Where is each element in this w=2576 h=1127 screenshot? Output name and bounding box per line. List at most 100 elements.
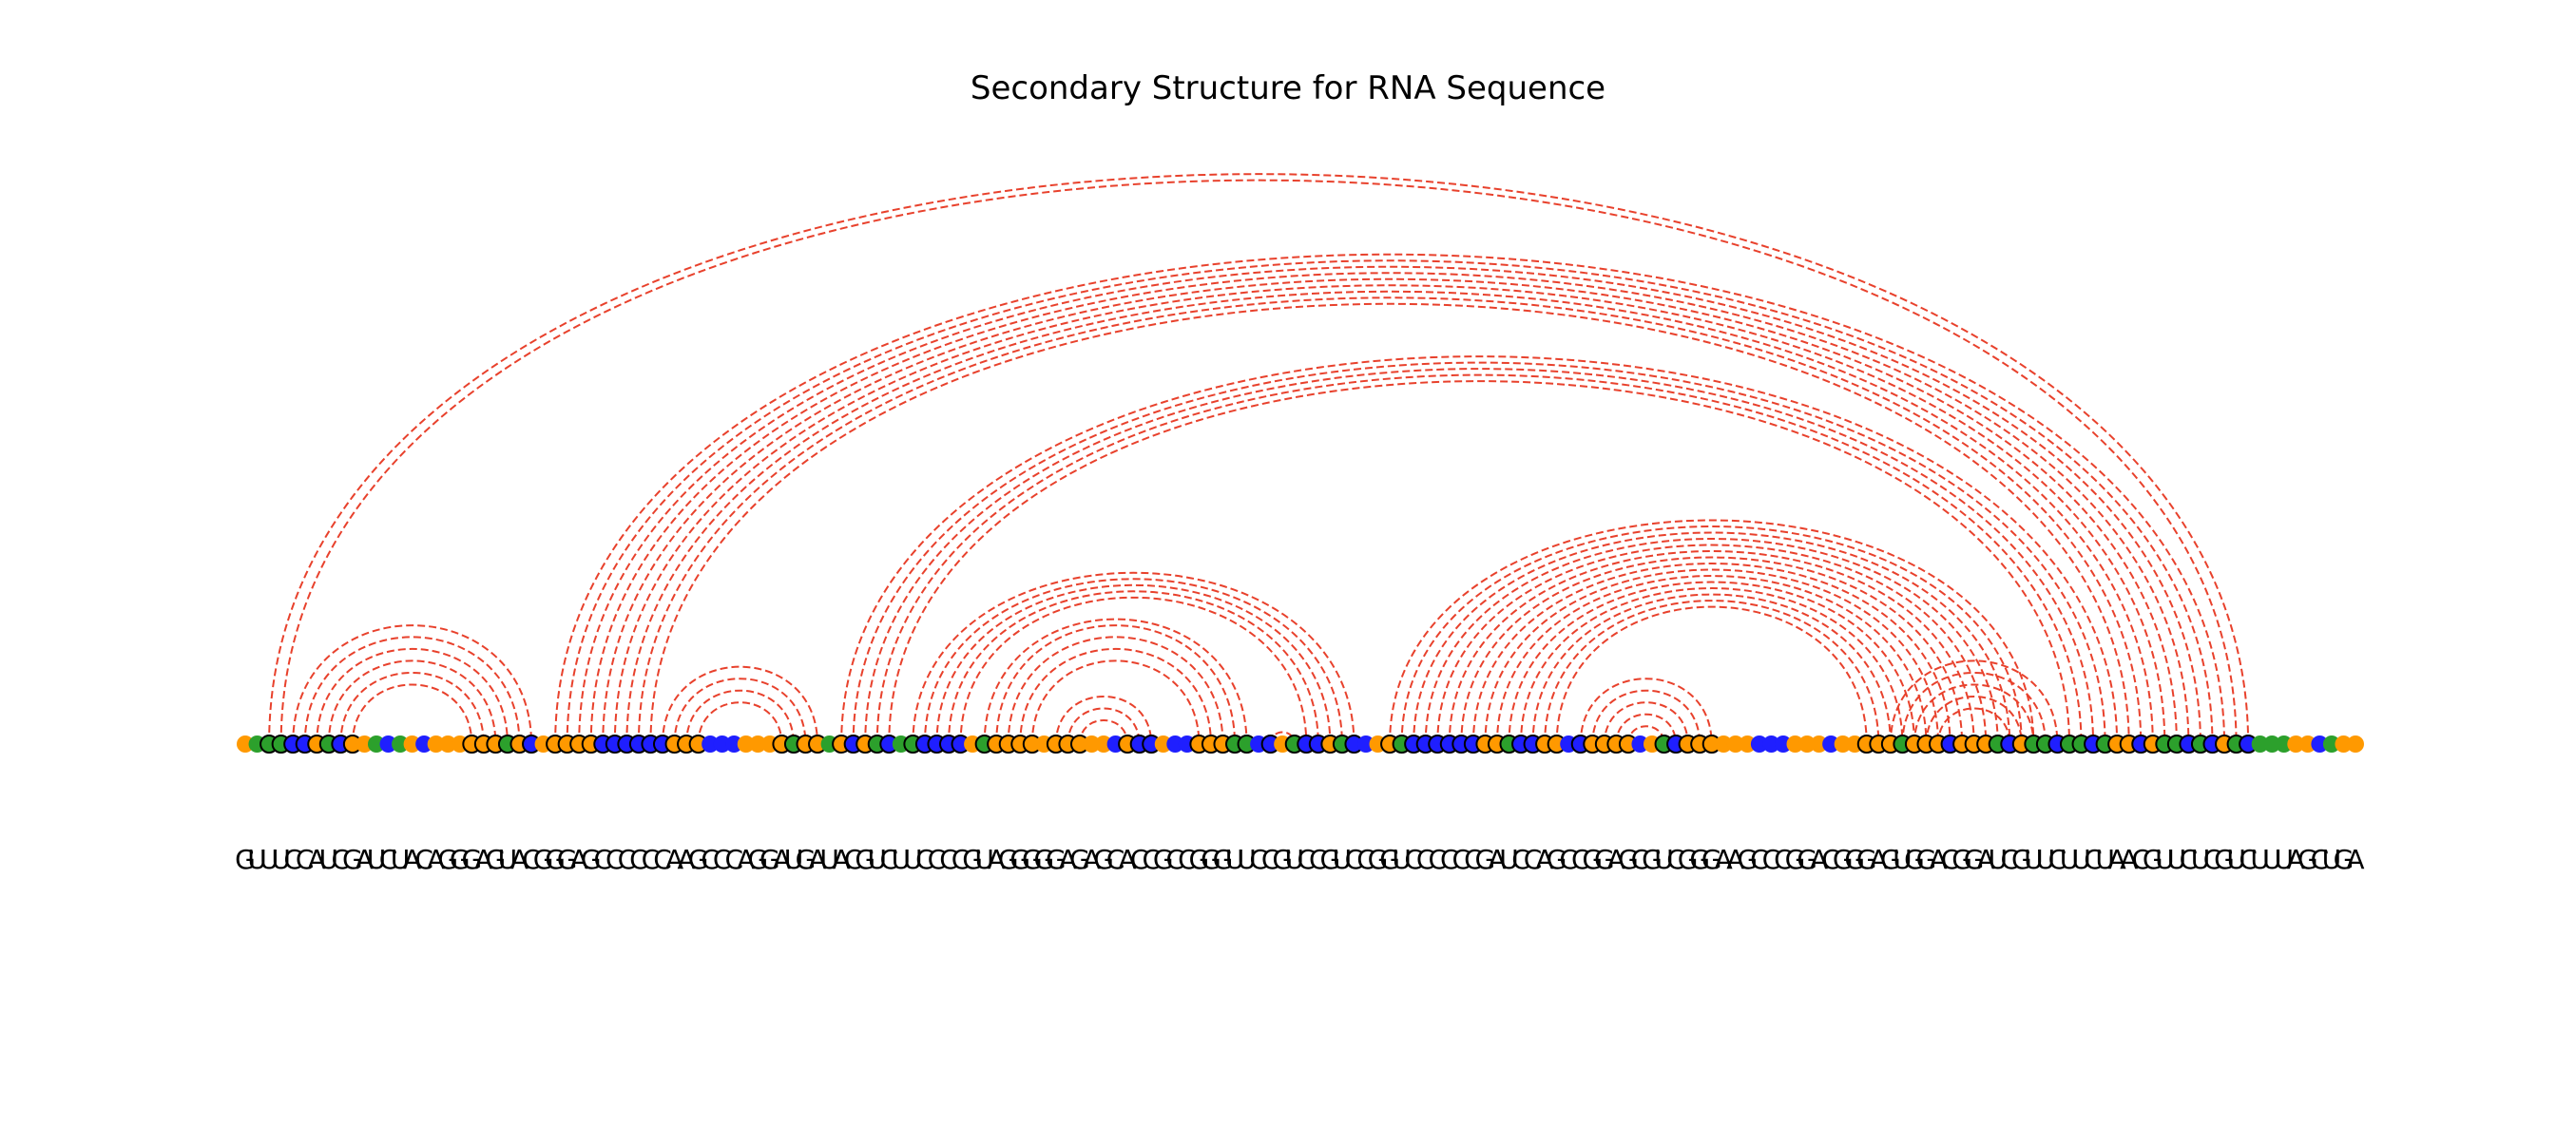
- sequence-letter: G: [1022, 844, 1043, 875]
- sequence-letter: G: [1797, 844, 1817, 875]
- sequence-letter: C: [1166, 844, 1185, 875]
- base-pair-arc: [1436, 544, 1988, 745]
- sequence-letter: G: [2011, 844, 2032, 875]
- sequence-letter: U: [2262, 844, 2282, 875]
- nucleotide-node: [237, 735, 254, 753]
- sequence-letter: C: [2180, 844, 2199, 875]
- sequence-letter: C: [1774, 844, 1793, 875]
- sequence-letter: C: [2131, 844, 2150, 875]
- sequence-letter: U: [2226, 844, 2246, 875]
- sequence-letter: C: [653, 844, 672, 875]
- sequence-letter: G: [1689, 844, 1710, 875]
- base-pair-arc: [1508, 581, 1915, 745]
- diagram-title: Secondary Structure for RNA Sequence: [971, 69, 1605, 107]
- sequence-letter: C: [283, 844, 302, 875]
- sequence-letter: C: [1178, 844, 1197, 875]
- sequence-letter: G: [1856, 844, 1877, 875]
- sequence-letter: C: [880, 844, 899, 875]
- sequence-letter: U: [260, 844, 279, 875]
- nucleotide-node: [1810, 735, 1828, 753]
- sequence-letter: C: [1309, 844, 1328, 875]
- sequence-letter: C: [1464, 844, 1483, 875]
- sequence-letters: GUUUCCAUCGAUCUACAGGGAGUACGGGAGCCCCCCAAGC…: [235, 844, 2364, 875]
- sequence-letter: G: [796, 844, 817, 875]
- sequence-letter: G: [1189, 844, 1210, 875]
- nucleotide-node: [403, 735, 421, 753]
- sequence-letter: G: [2297, 844, 2318, 875]
- sequence-letter: A: [1488, 844, 1506, 875]
- nucleotide-node: [1762, 735, 1780, 753]
- sequence-letter: U: [1284, 844, 1304, 875]
- sequence-letter: G: [1153, 844, 1174, 875]
- sequence-letter: C: [522, 844, 541, 875]
- sequence-letter: U: [2155, 844, 2175, 875]
- base-pair-arc: [1054, 695, 1153, 745]
- nucleotide-node: [1750, 735, 1768, 753]
- sequence-letter: A: [356, 844, 374, 875]
- sequence-letter: G: [2214, 844, 2235, 875]
- base-pair-arc: [1389, 519, 2035, 745]
- base-pair-arc: [852, 361, 2106, 745]
- nucleotide-node: [392, 735, 410, 753]
- sequence-letter: C: [1345, 844, 1364, 875]
- sequence-letter: U: [319, 844, 339, 875]
- sequence-letter: G: [1547, 844, 1567, 875]
- base-pair-arc: [888, 380, 2070, 745]
- sequence-letter: C: [593, 844, 612, 875]
- sequence-letter: G: [1737, 844, 1758, 875]
- sequence-letter: A: [1083, 844, 1101, 875]
- sequence-letter: G: [1951, 844, 1972, 875]
- sequence-letter: U: [2095, 844, 2115, 875]
- sequence-letter: A: [1810, 844, 1828, 875]
- sequence-letter: G: [461, 844, 482, 875]
- base-pair-arc: [995, 624, 1237, 745]
- nucleotide-node: [725, 735, 743, 753]
- sequence-letter: U: [892, 844, 912, 875]
- sequence-letter: G: [1475, 844, 1496, 875]
- sequence-letter: C: [1249, 844, 1268, 875]
- sequence-letter: C: [1524, 844, 1543, 875]
- sequence-letter: A: [510, 844, 529, 875]
- sequence-letter: G: [1701, 844, 1722, 875]
- sequence-letter: A: [1726, 844, 1744, 875]
- base-pair-arc: [1913, 683, 2035, 745]
- base-pair-arc: [1889, 659, 2059, 745]
- sequence-letter: C: [1821, 844, 1840, 875]
- base-pair-arc: [661, 665, 819, 745]
- sequence-letter: G: [1594, 844, 1615, 875]
- base-pair-arc: [589, 272, 2190, 745]
- sequence-letter: U: [2071, 844, 2091, 875]
- base-pair-arc: [1603, 701, 1689, 745]
- sequence-letter: C: [724, 844, 743, 875]
- sequence-letter: C: [296, 844, 315, 875]
- sequence-letter: G: [688, 844, 709, 875]
- nucleotide-node: [356, 735, 374, 753]
- sequence-letter: G: [962, 844, 983, 875]
- sequence-letter: A: [403, 844, 421, 875]
- base-pair-arc: [292, 624, 533, 745]
- sequence-letter: U: [2060, 844, 2080, 875]
- base-pair-arc: [935, 583, 1332, 745]
- base-pair-arcs: [268, 173, 2250, 745]
- base-pair-arc: [983, 618, 1248, 745]
- sequence-letter: A: [2108, 844, 2126, 875]
- nucleotide-node: [713, 735, 731, 753]
- sequence-letter: G: [1033, 844, 1054, 875]
- base-pair-arc: [649, 302, 2130, 745]
- sequence-letter: G: [1368, 844, 1389, 875]
- sequence-letter: U: [247, 844, 267, 875]
- sequence-letter: G: [1582, 844, 1603, 875]
- nucleotide-node: [2322, 735, 2340, 753]
- sequence-letter: A: [1977, 844, 1995, 875]
- sequence-letter: C: [939, 844, 958, 875]
- sequence-letter: C: [1356, 844, 1375, 875]
- nucleotide-node: [1774, 735, 1792, 753]
- base-pair-arc: [637, 296, 2143, 745]
- sequence-letter: G: [1833, 844, 1854, 875]
- base-pair-arc: [303, 636, 521, 745]
- sequence-letter: U: [819, 844, 839, 875]
- sequence-letter: A: [737, 844, 755, 875]
- sequence-letter: C: [1571, 844, 1590, 875]
- base-pair-arc: [1555, 605, 1868, 745]
- nucleotide-node: [2287, 735, 2305, 753]
